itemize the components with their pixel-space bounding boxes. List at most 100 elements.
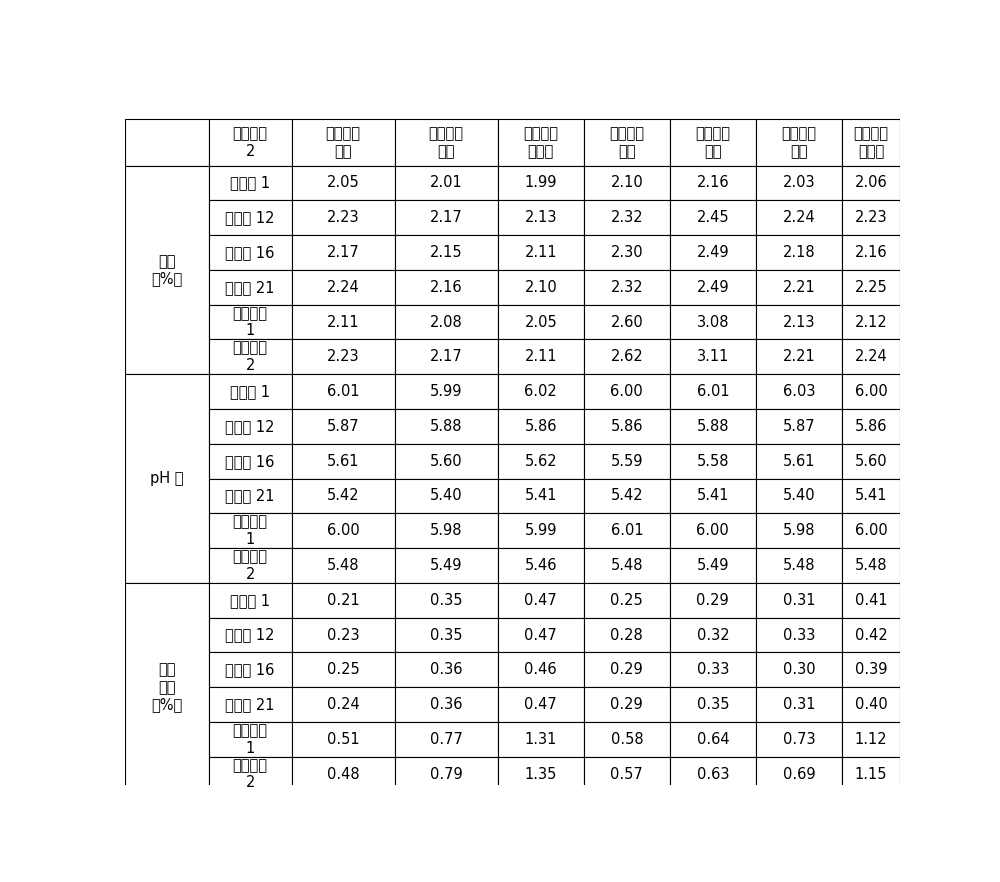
Bar bbox=[209, 374, 292, 409]
Bar bbox=[584, 479, 670, 513]
Text: 实施例 16: 实施例 16 bbox=[225, 245, 275, 260]
Bar bbox=[670, 270, 756, 304]
Bar bbox=[584, 340, 670, 374]
Text: 0.47: 0.47 bbox=[524, 697, 557, 712]
Bar bbox=[842, 270, 900, 304]
Text: 无色澄清
溶液: 无色澄清 溶液 bbox=[326, 126, 361, 159]
Bar bbox=[670, 722, 756, 757]
Bar bbox=[584, 548, 670, 583]
Bar bbox=[498, 617, 584, 653]
Text: 2.12: 2.12 bbox=[855, 315, 887, 330]
Bar bbox=[670, 479, 756, 513]
Bar bbox=[670, 653, 756, 687]
Bar bbox=[756, 304, 842, 340]
Bar bbox=[842, 200, 900, 235]
Text: 2.13: 2.13 bbox=[783, 315, 815, 330]
Bar bbox=[209, 270, 292, 304]
Bar bbox=[842, 235, 900, 270]
Text: 5.42: 5.42 bbox=[610, 489, 643, 504]
Bar bbox=[395, 119, 498, 166]
Text: 2.24: 2.24 bbox=[782, 210, 815, 225]
Text: 对比制剂
1: 对比制剂 1 bbox=[233, 514, 268, 547]
Text: 0.64: 0.64 bbox=[697, 732, 729, 747]
Text: 5.99: 5.99 bbox=[430, 385, 462, 400]
Text: 2.23: 2.23 bbox=[327, 349, 359, 364]
Text: 实施例 21: 实施例 21 bbox=[225, 697, 275, 712]
Bar bbox=[498, 270, 584, 304]
Text: 5.41: 5.41 bbox=[525, 489, 557, 504]
Text: 对比制剂
2: 对比制剂 2 bbox=[233, 758, 268, 790]
Text: 对比制剂
2: 对比制剂 2 bbox=[233, 549, 268, 582]
Bar bbox=[842, 722, 900, 757]
Text: 3.11: 3.11 bbox=[697, 349, 729, 364]
Bar bbox=[292, 548, 395, 583]
Text: 0.35: 0.35 bbox=[430, 593, 462, 608]
Bar bbox=[209, 548, 292, 583]
Bar bbox=[670, 444, 756, 479]
Text: 5.87: 5.87 bbox=[783, 419, 815, 434]
Bar bbox=[209, 200, 292, 235]
Text: 2.17: 2.17 bbox=[327, 245, 360, 260]
Text: 5.87: 5.87 bbox=[327, 419, 359, 434]
Text: 6.00: 6.00 bbox=[855, 385, 887, 400]
Text: 对比制剂
2: 对比制剂 2 bbox=[233, 340, 268, 373]
Text: 0.51: 0.51 bbox=[327, 732, 359, 747]
Text: pH 值: pH 值 bbox=[150, 471, 184, 486]
Bar bbox=[756, 757, 842, 791]
Bar bbox=[395, 653, 498, 687]
Text: 0.41: 0.41 bbox=[855, 593, 887, 608]
Text: 5.49: 5.49 bbox=[430, 558, 462, 573]
Bar bbox=[209, 119, 292, 166]
Text: 5.60: 5.60 bbox=[430, 453, 463, 468]
Bar bbox=[670, 583, 756, 617]
Text: 1.99: 1.99 bbox=[525, 176, 557, 191]
Bar bbox=[209, 304, 292, 340]
Bar bbox=[292, 409, 395, 444]
Bar bbox=[292, 479, 395, 513]
Text: 6.01: 6.01 bbox=[610, 523, 643, 538]
Text: 无色澄清
溶液: 无色澄清 溶液 bbox=[609, 126, 644, 159]
Bar bbox=[670, 548, 756, 583]
Bar bbox=[498, 374, 584, 409]
Text: 1.35: 1.35 bbox=[525, 766, 557, 781]
Bar bbox=[292, 270, 395, 304]
Text: 3.08: 3.08 bbox=[697, 315, 729, 330]
Text: 2.03: 2.03 bbox=[783, 176, 815, 191]
Text: 2.08: 2.08 bbox=[430, 315, 463, 330]
Bar bbox=[209, 757, 292, 791]
Text: 0.29: 0.29 bbox=[610, 662, 643, 677]
Text: 5.41: 5.41 bbox=[855, 489, 887, 504]
Text: 实施例 12: 实施例 12 bbox=[225, 627, 275, 642]
Bar bbox=[670, 304, 756, 340]
Text: 0.23: 0.23 bbox=[327, 627, 359, 642]
Bar bbox=[584, 409, 670, 444]
Text: 0.33: 0.33 bbox=[783, 627, 815, 642]
Text: 0.69: 0.69 bbox=[783, 766, 815, 781]
Text: 2.17: 2.17 bbox=[430, 210, 463, 225]
Bar bbox=[584, 119, 670, 166]
Bar bbox=[842, 479, 900, 513]
Bar bbox=[498, 479, 584, 513]
Text: 5.48: 5.48 bbox=[783, 558, 815, 573]
Text: 无色澄清
溶液: 无色澄清 溶液 bbox=[695, 126, 730, 159]
Text: 2.49: 2.49 bbox=[697, 245, 729, 260]
Bar bbox=[498, 757, 584, 791]
Bar bbox=[498, 166, 584, 200]
Bar bbox=[395, 722, 498, 757]
Text: 2.16: 2.16 bbox=[697, 176, 729, 191]
Text: 实施例 12: 实施例 12 bbox=[225, 210, 275, 225]
Bar bbox=[498, 119, 584, 166]
Bar bbox=[670, 340, 756, 374]
Text: 0.35: 0.35 bbox=[430, 627, 462, 642]
Bar bbox=[209, 653, 292, 687]
Text: 2.10: 2.10 bbox=[524, 280, 557, 295]
Text: 2.11: 2.11 bbox=[524, 349, 557, 364]
Text: 5.98: 5.98 bbox=[783, 523, 815, 538]
Text: 0.36: 0.36 bbox=[430, 662, 462, 677]
Bar bbox=[395, 304, 498, 340]
Bar bbox=[756, 617, 842, 653]
Text: 5.86: 5.86 bbox=[855, 419, 887, 434]
Text: 0.57: 0.57 bbox=[610, 766, 643, 781]
Text: 5.48: 5.48 bbox=[327, 558, 359, 573]
Text: 2.32: 2.32 bbox=[610, 280, 643, 295]
